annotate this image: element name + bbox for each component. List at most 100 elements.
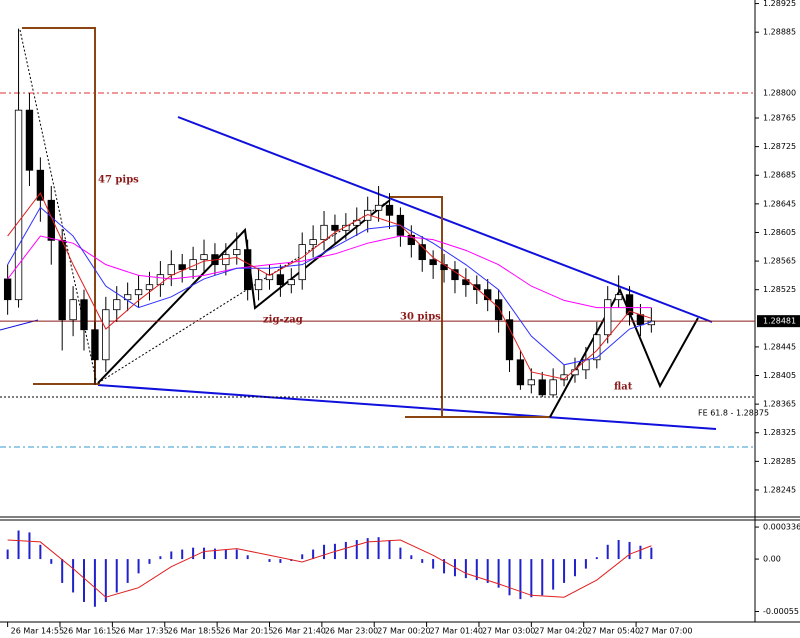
trend-line — [0, 319, 39, 331]
annotation: flat — [614, 382, 633, 393]
pip-ruler — [390, 196, 443, 416]
signal-line — [7, 539, 652, 598]
candle-body — [440, 264, 448, 271]
indicator-tick-label: 0.00 — [763, 555, 781, 564]
candle-body — [91, 329, 99, 361]
pip-ruler — [22, 27, 96, 384]
x-tick-label: 26 Mar 16:15 — [63, 627, 116, 636]
x-tick-label: 26 Mar 17:35 — [115, 627, 168, 636]
candle-body — [505, 319, 514, 361]
y-tick-label: 1.28565 — [763, 257, 796, 266]
candle-body — [516, 359, 525, 386]
candle-body — [276, 274, 285, 286]
candle-body — [560, 374, 568, 381]
candle-body — [309, 239, 317, 246]
candle-body — [331, 224, 339, 231]
candle-body — [233, 249, 241, 256]
annotation: FE 61.8 - 1.28375 — [698, 409, 769, 418]
drawings — [0, 27, 717, 430]
y-tick-label: 1.28725 — [763, 142, 796, 151]
y-tick-label: 1.28245 — [763, 485, 796, 494]
x-tick-label: 26 Mar 21:40 — [272, 627, 325, 636]
trend-line — [177, 116, 713, 323]
y-tick-label: 1.28685 — [763, 171, 796, 180]
x-tick-label: 26 Mar 14:55 — [11, 627, 64, 636]
candle-body — [625, 294, 634, 316]
x-tick-label: 27 Mar 01:40 — [430, 627, 483, 636]
candle-body — [200, 254, 208, 261]
y-tick-label: 1.28605 — [763, 228, 796, 237]
y-tick-label: 1.28365 — [763, 400, 796, 409]
candle-body — [254, 279, 263, 291]
level-label: 1.28800 — [763, 88, 796, 97]
y-tick-label: 1.28645 — [763, 199, 796, 208]
x-tick-label: 27 Mar 07:00 — [639, 627, 692, 636]
candle-body — [222, 254, 230, 266]
candle-body — [582, 359, 590, 371]
x-tick-label: 27 Mar 03:00 — [482, 627, 535, 636]
candle-body — [451, 269, 459, 281]
y-tick-label: 1.28925 — [763, 0, 796, 8]
annotation: 30 pips — [400, 312, 441, 323]
candle-body — [527, 379, 536, 386]
candle-body — [265, 274, 274, 281]
x-tick-label: 26 Mar 18:55 — [168, 627, 221, 636]
candle-body — [571, 369, 579, 376]
x-tick-label: 26 Mar 23:00 — [325, 627, 378, 636]
candle-body — [418, 244, 426, 261]
current-price-box — [757, 315, 800, 328]
annotation: zig-zag — [263, 315, 303, 326]
candle-body — [25, 109, 34, 171]
candle-body — [156, 274, 165, 286]
candle-body — [36, 169, 45, 201]
candle-body — [385, 204, 394, 216]
y-tick-label: 1.28525 — [763, 285, 796, 294]
x-tick-label: 26 Mar 20:15 — [220, 627, 273, 636]
candle-body — [167, 264, 175, 276]
candle-body — [58, 239, 66, 321]
candle-body — [429, 259, 437, 266]
candle-body — [80, 299, 88, 331]
moving-average — [7, 235, 652, 309]
trend-line — [97, 384, 717, 430]
candle-body — [538, 379, 546, 396]
candle-body — [113, 299, 121, 311]
x-tick-label: 27 Mar 00:20 — [377, 627, 430, 636]
candle-body — [287, 279, 295, 286]
candle-body — [14, 109, 23, 301]
y-tick-label: 1.28405 — [763, 371, 796, 380]
candle-body — [145, 284, 154, 291]
x-tick-label: 27 Mar 05:40 — [587, 627, 640, 636]
candle-body — [102, 309, 110, 361]
candle-body — [320, 224, 328, 241]
candle-body — [178, 264, 186, 271]
candle-body — [298, 244, 306, 281]
candle-body — [374, 204, 383, 211]
candle-body — [614, 294, 623, 301]
candle-body — [549, 379, 557, 396]
y-tick-label: 1.28285 — [763, 457, 796, 466]
moving-average — [7, 192, 652, 380]
current-price-label: 1.28481 — [763, 317, 796, 326]
y-tick-label: 1.28885 — [763, 28, 796, 37]
moving-average — [7, 206, 652, 366]
candle-body — [407, 234, 415, 246]
candle-body — [243, 249, 252, 291]
annotation: 47 pips — [98, 175, 139, 186]
projection-line — [97, 199, 391, 384]
indicator-tick-label: -0.00055 — [763, 607, 799, 616]
candle-body — [123, 294, 132, 301]
candle-body — [134, 289, 143, 296]
x-tick-label: 27 Mar 04:20 — [534, 627, 587, 636]
candle-body — [3, 278, 12, 301]
candle-body — [494, 299, 503, 321]
y-tick-label: 1.28765 — [763, 114, 796, 123]
indicator-tick-label: 0.000336 — [763, 523, 800, 532]
candle-body — [604, 299, 612, 336]
y-tick-label: 1.28445 — [763, 342, 796, 351]
candle-body — [69, 299, 77, 321]
candle-body — [47, 199, 55, 241]
